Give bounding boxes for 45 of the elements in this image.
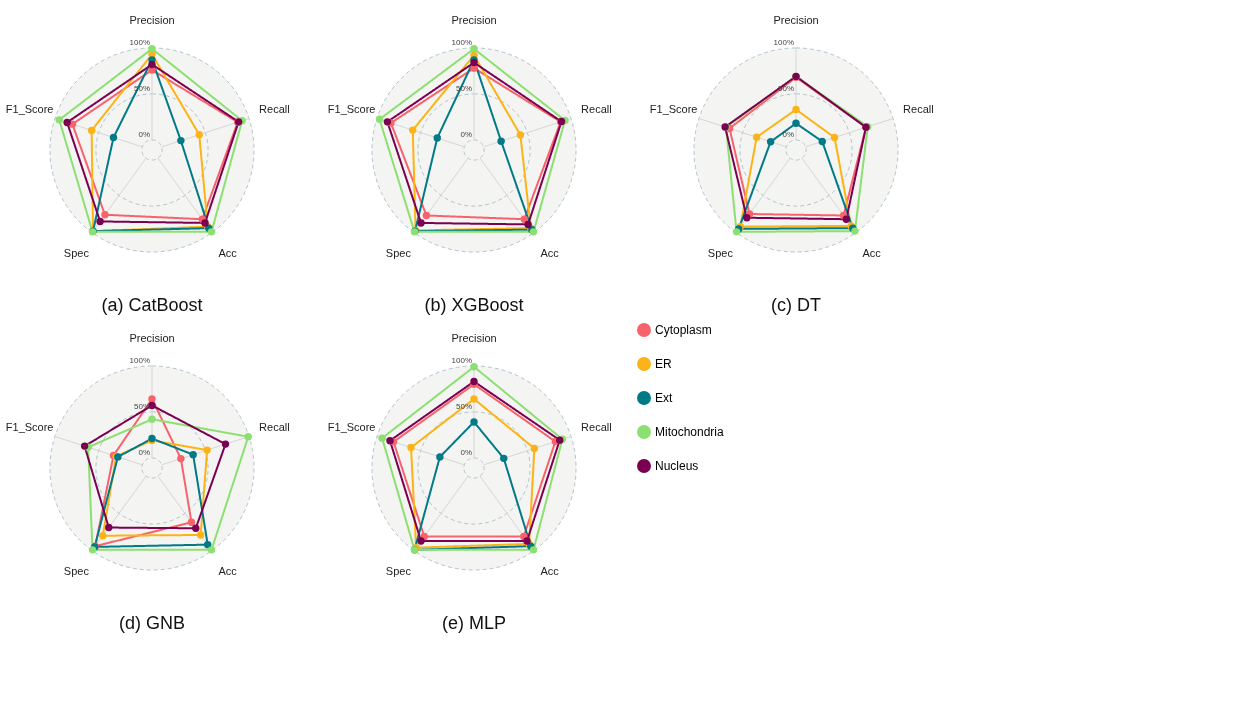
spoke-label: Recall xyxy=(903,103,934,116)
legend-label: ER xyxy=(655,357,672,371)
spoke-label: Spec xyxy=(385,565,412,578)
y-tick-label: 100% xyxy=(129,355,150,365)
y-tick-label: 0% xyxy=(138,129,150,139)
y-tick-label: 0% xyxy=(782,129,794,139)
spoke-label: F1_Score xyxy=(649,103,698,116)
text: (e) MLP xyxy=(441,613,507,633)
spoke-label: Spec xyxy=(707,247,734,260)
y-tick-label: 100% xyxy=(451,355,472,365)
spoke-label: Precision xyxy=(773,14,819,27)
y-tick-label: 100% xyxy=(129,37,150,47)
text: (d) GNB xyxy=(118,613,186,633)
spoke-label: Acc xyxy=(218,247,238,260)
spoke-label: Recall xyxy=(581,103,612,116)
y-tick-label: 0% xyxy=(138,447,150,457)
spoke-label: Recall xyxy=(259,421,290,434)
spoke-label: Spec xyxy=(63,565,90,578)
spoke-label: Precision xyxy=(129,332,175,345)
legend-label: Cytoplasm xyxy=(655,323,712,337)
text: (a) CatBoost xyxy=(101,295,203,315)
text: (c) DT xyxy=(771,295,821,315)
y-tick-label: 100% xyxy=(451,37,472,47)
y-tick-label: 0% xyxy=(460,129,472,139)
legend-label: Nucleus xyxy=(655,459,699,473)
spoke-label: F1_Score xyxy=(5,421,54,434)
spoke-label: Spec xyxy=(385,247,412,260)
spoke-label: Precision xyxy=(451,14,497,27)
spoke-label: F1_Score xyxy=(327,421,376,434)
spoke-label: Recall xyxy=(581,421,612,434)
spoke-label: Recall xyxy=(259,103,290,116)
spoke-label: Precision xyxy=(129,14,175,27)
y-tick-label: 100% xyxy=(773,37,794,47)
spoke-label: Acc xyxy=(540,247,560,260)
legend-label: Mitochondria xyxy=(655,425,725,439)
spoke-label: F1_Score xyxy=(5,103,54,116)
spoke-label: F1_Score xyxy=(327,103,376,116)
y-tick-label: 0% xyxy=(460,447,472,457)
spoke-label: Precision xyxy=(451,332,497,345)
spoke-label: Spec xyxy=(63,247,90,260)
spoke-label: Acc xyxy=(862,247,882,260)
spoke-label: Acc xyxy=(540,565,560,578)
text: (b) XGBoost xyxy=(424,295,524,315)
spoke-label: Acc xyxy=(218,565,238,578)
legend-label: Ext xyxy=(655,391,673,405)
